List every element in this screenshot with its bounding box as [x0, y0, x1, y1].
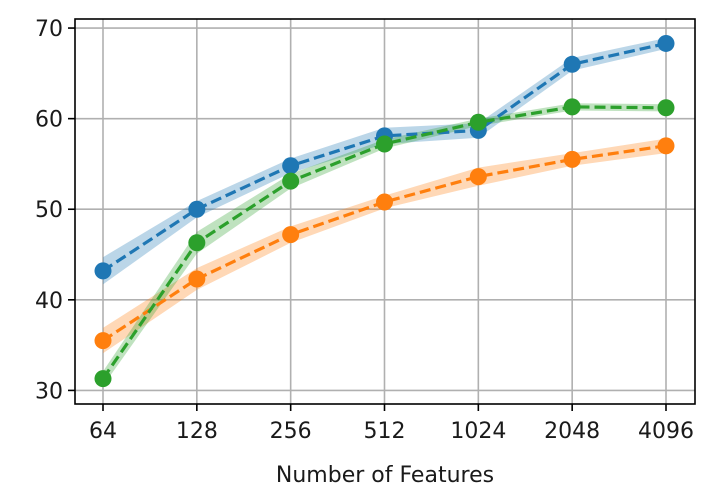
x-tick-label: 128 [176, 419, 218, 444]
series-2-point [188, 270, 206, 288]
x-axis-title: Number of Features [276, 463, 494, 488]
series-3-point [282, 172, 300, 190]
x-tick-label: 64 [89, 419, 117, 444]
series-1-band [103, 38, 666, 285]
series-2-point [657, 137, 675, 155]
series-3-point [469, 113, 487, 131]
x-tick-label: 512 [364, 419, 406, 444]
series-2-point [469, 168, 487, 186]
series-1-point [94, 262, 112, 280]
series-points [94, 34, 675, 388]
series-3-point [188, 234, 206, 252]
x-tick-label: 1024 [450, 419, 506, 444]
series-1-point [282, 157, 300, 175]
series-1-point [657, 34, 675, 52]
y-tick-label: 70 [35, 17, 63, 42]
y-tick-label: 40 [35, 289, 63, 314]
series-2-point [282, 226, 300, 244]
grid [75, 19, 695, 404]
y-tick-label: 50 [35, 198, 63, 223]
axis-ticks: 64 128 256 512 1024 2048 4096 30 40 50 60 70 [35, 17, 694, 444]
series-3-point [563, 98, 581, 116]
y-tick-label: 60 [35, 108, 63, 133]
confidence-bands [103, 38, 666, 386]
y-tick-label: 30 [35, 379, 63, 404]
x-tick-label: 4096 [638, 419, 694, 444]
series-2-point [563, 150, 581, 168]
x-tick-label: 2048 [544, 419, 600, 444]
series-3-point [94, 370, 112, 388]
series-1-point [188, 200, 206, 218]
series-3-point [376, 135, 393, 153]
series-3-point [657, 99, 675, 117]
x-tick-label: 256 [270, 419, 312, 444]
series-2-point [376, 193, 393, 211]
series-2-band [103, 138, 666, 354]
series-1-point [563, 55, 581, 73]
series-2-point [94, 332, 112, 350]
